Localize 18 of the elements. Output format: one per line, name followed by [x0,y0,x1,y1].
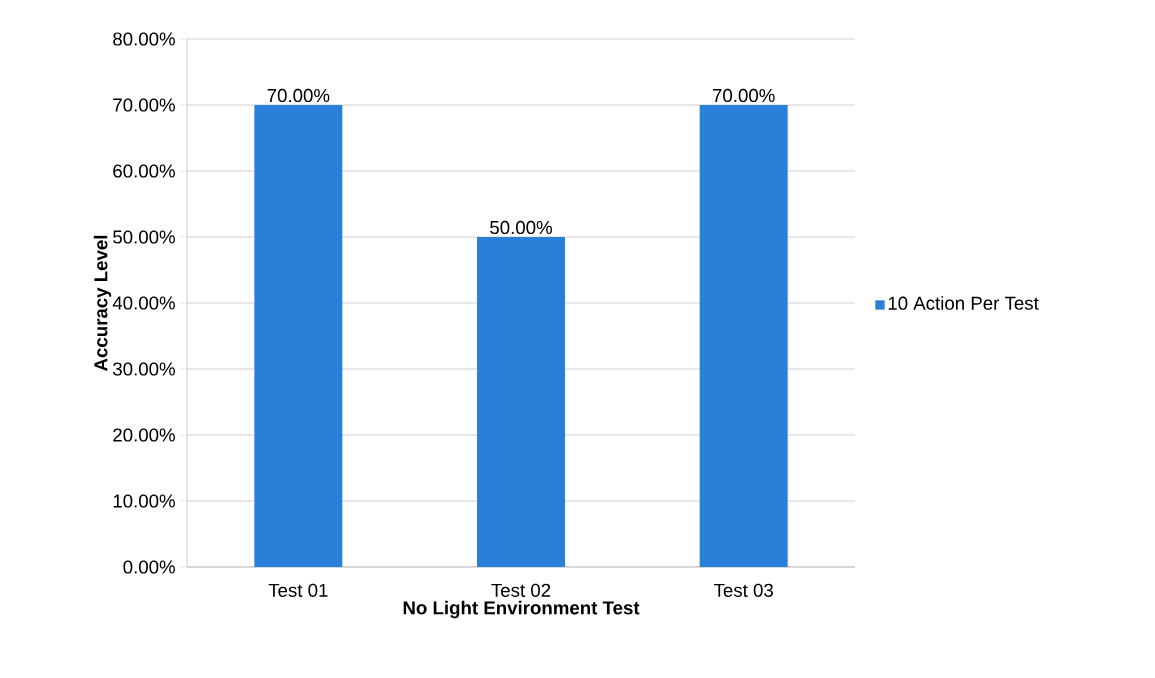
x-tick-label: Test 03 [714,583,773,597]
y-tick-label: 0.00% [123,560,175,574]
y-tick-label: 80.00% [113,32,175,46]
y-tick-label: 20.00% [113,428,175,442]
data-label: 70.00% [267,88,330,103]
y-tick-label: 50.00% [113,230,175,244]
y-tick-label: 10.00% [113,494,175,508]
legend-label: 10 Action Per Test [888,296,1039,310]
x-axis-title: No Light Environment Test [403,600,640,619]
x-tick-label: Test 02 [491,583,551,597]
data-label: 70.00% [712,88,775,103]
data-label: 50.00% [490,220,552,235]
y-tick-label: 70.00% [113,98,175,112]
y-tick-label: 30.00% [113,362,175,376]
y-axis-title: Accuracy Level [93,235,112,372]
y-tick-label: 60.00% [113,164,175,178]
y-tick-label: 40.00% [112,296,175,310]
x-tick-label: Test 01 [268,583,328,597]
